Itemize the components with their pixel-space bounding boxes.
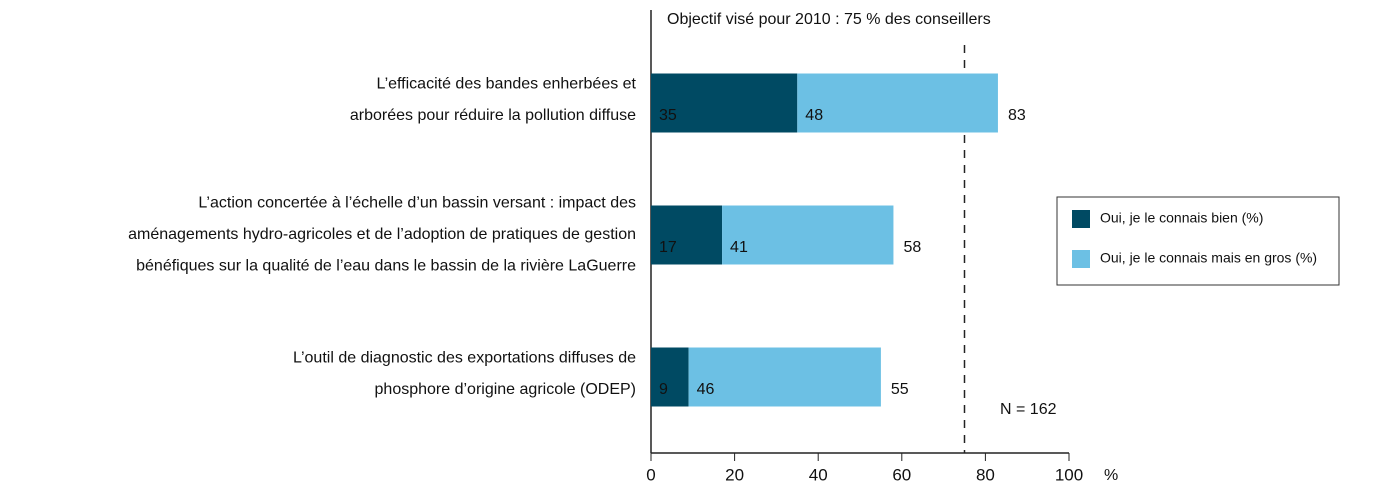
- x-tick-label: 0: [646, 465, 655, 484]
- x-unit: %: [1104, 467, 1118, 484]
- category-label: L’action concertée à l’échelle d’un bass…: [128, 195, 636, 275]
- annotation: Objectif visé pour 2010 : 75 % des conse…: [667, 11, 991, 28]
- legend-swatch: [1072, 250, 1090, 268]
- total-label: 58: [903, 239, 921, 256]
- bar-segment: [797, 73, 998, 133]
- x-tick-label: 20: [725, 465, 744, 484]
- bar-segment: [688, 347, 881, 407]
- bar-segment: [651, 205, 723, 265]
- category-label: L’outil de diagnostic des exportations d…: [293, 349, 636, 398]
- data-label: 9: [659, 381, 668, 398]
- data-label: 46: [697, 381, 715, 398]
- bar-segment: [722, 205, 894, 265]
- x-tick-label: 100: [1055, 465, 1083, 484]
- legend-swatch: [1072, 210, 1090, 228]
- legend-label: Oui, je le connais bien (%): [1100, 210, 1263, 226]
- data-label: 17: [659, 239, 677, 256]
- x-tick-label: 40: [809, 465, 828, 484]
- note: N = 162: [1000, 401, 1057, 418]
- bar-segment: [651, 347, 689, 407]
- legend-label: Oui, je le connais mais en gros (%): [1100, 250, 1317, 266]
- bar-segment: [651, 73, 798, 133]
- legend-box: [1056, 196, 1340, 286]
- data-label: 41: [730, 239, 748, 256]
- x-tick-label: 60: [892, 465, 911, 484]
- total-label: 55: [891, 381, 909, 398]
- x-tick-label: 80: [976, 465, 995, 484]
- data-label: 35: [659, 107, 677, 124]
- category-label: L’efficacité des bandes enherbées et arbo…: [350, 75, 637, 124]
- data-label: 48: [805, 107, 823, 124]
- total-label: 83: [1008, 107, 1026, 124]
